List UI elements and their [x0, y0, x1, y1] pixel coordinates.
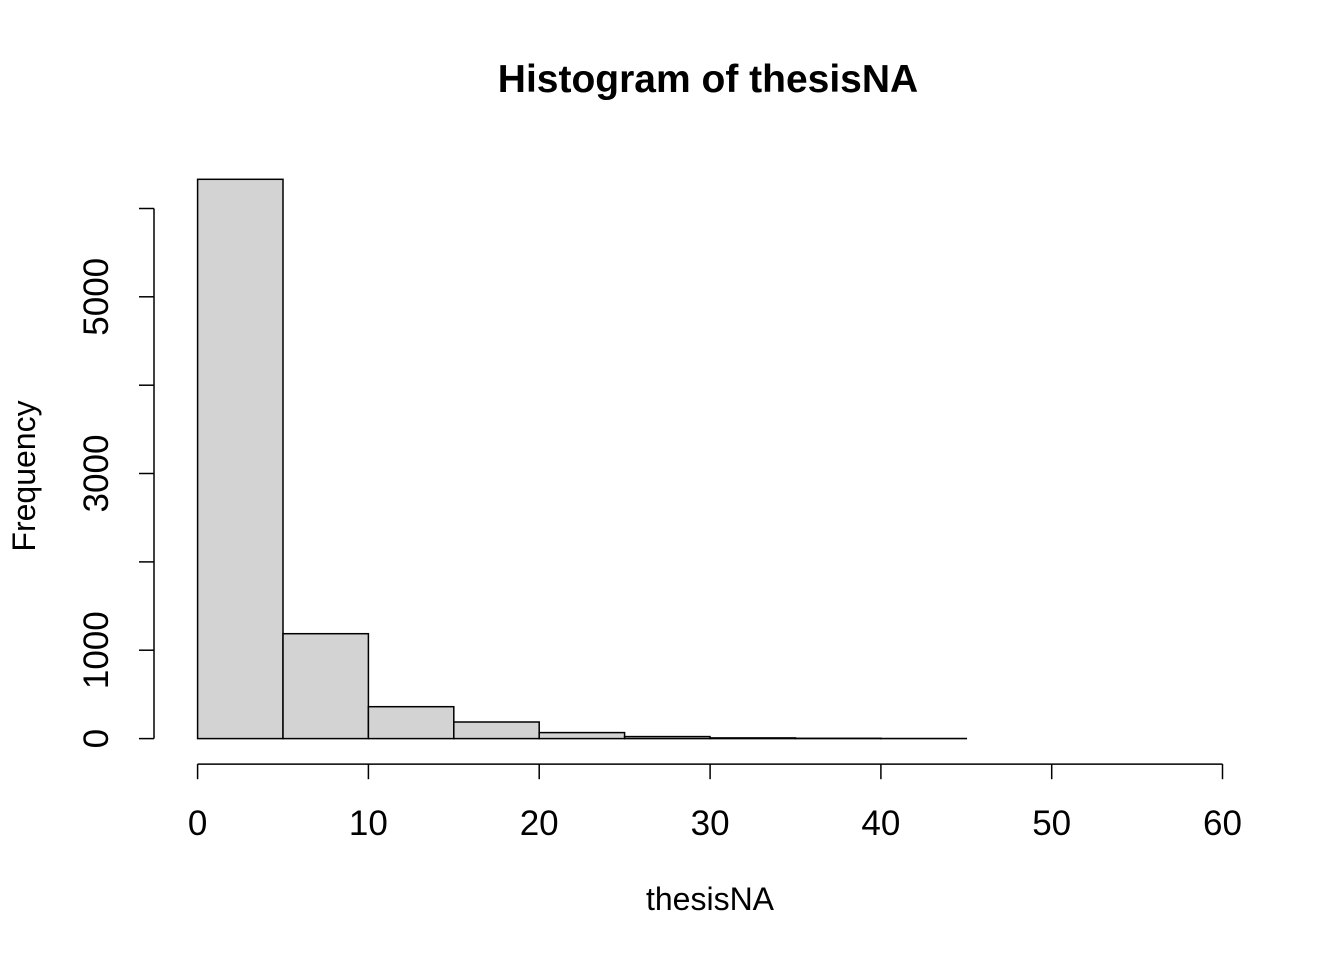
svg-text:Histogram of thesisNA: Histogram of thesisNA	[498, 58, 918, 101]
svg-text:20: 20	[520, 804, 559, 843]
svg-text:1000: 1000	[77, 611, 116, 689]
svg-text:0: 0	[77, 729, 116, 748]
svg-text:10: 10	[349, 804, 388, 843]
svg-text:30: 30	[691, 804, 730, 843]
svg-text:3000: 3000	[77, 435, 116, 513]
svg-text:5000: 5000	[77, 258, 116, 336]
svg-text:50: 50	[1032, 804, 1071, 843]
svg-text:Frequency: Frequency	[6, 400, 42, 551]
svg-text:0: 0	[188, 804, 207, 843]
svg-text:60: 60	[1203, 804, 1242, 843]
svg-text:thesisNA: thesisNA	[646, 881, 775, 917]
svg-text:40: 40	[861, 804, 900, 843]
